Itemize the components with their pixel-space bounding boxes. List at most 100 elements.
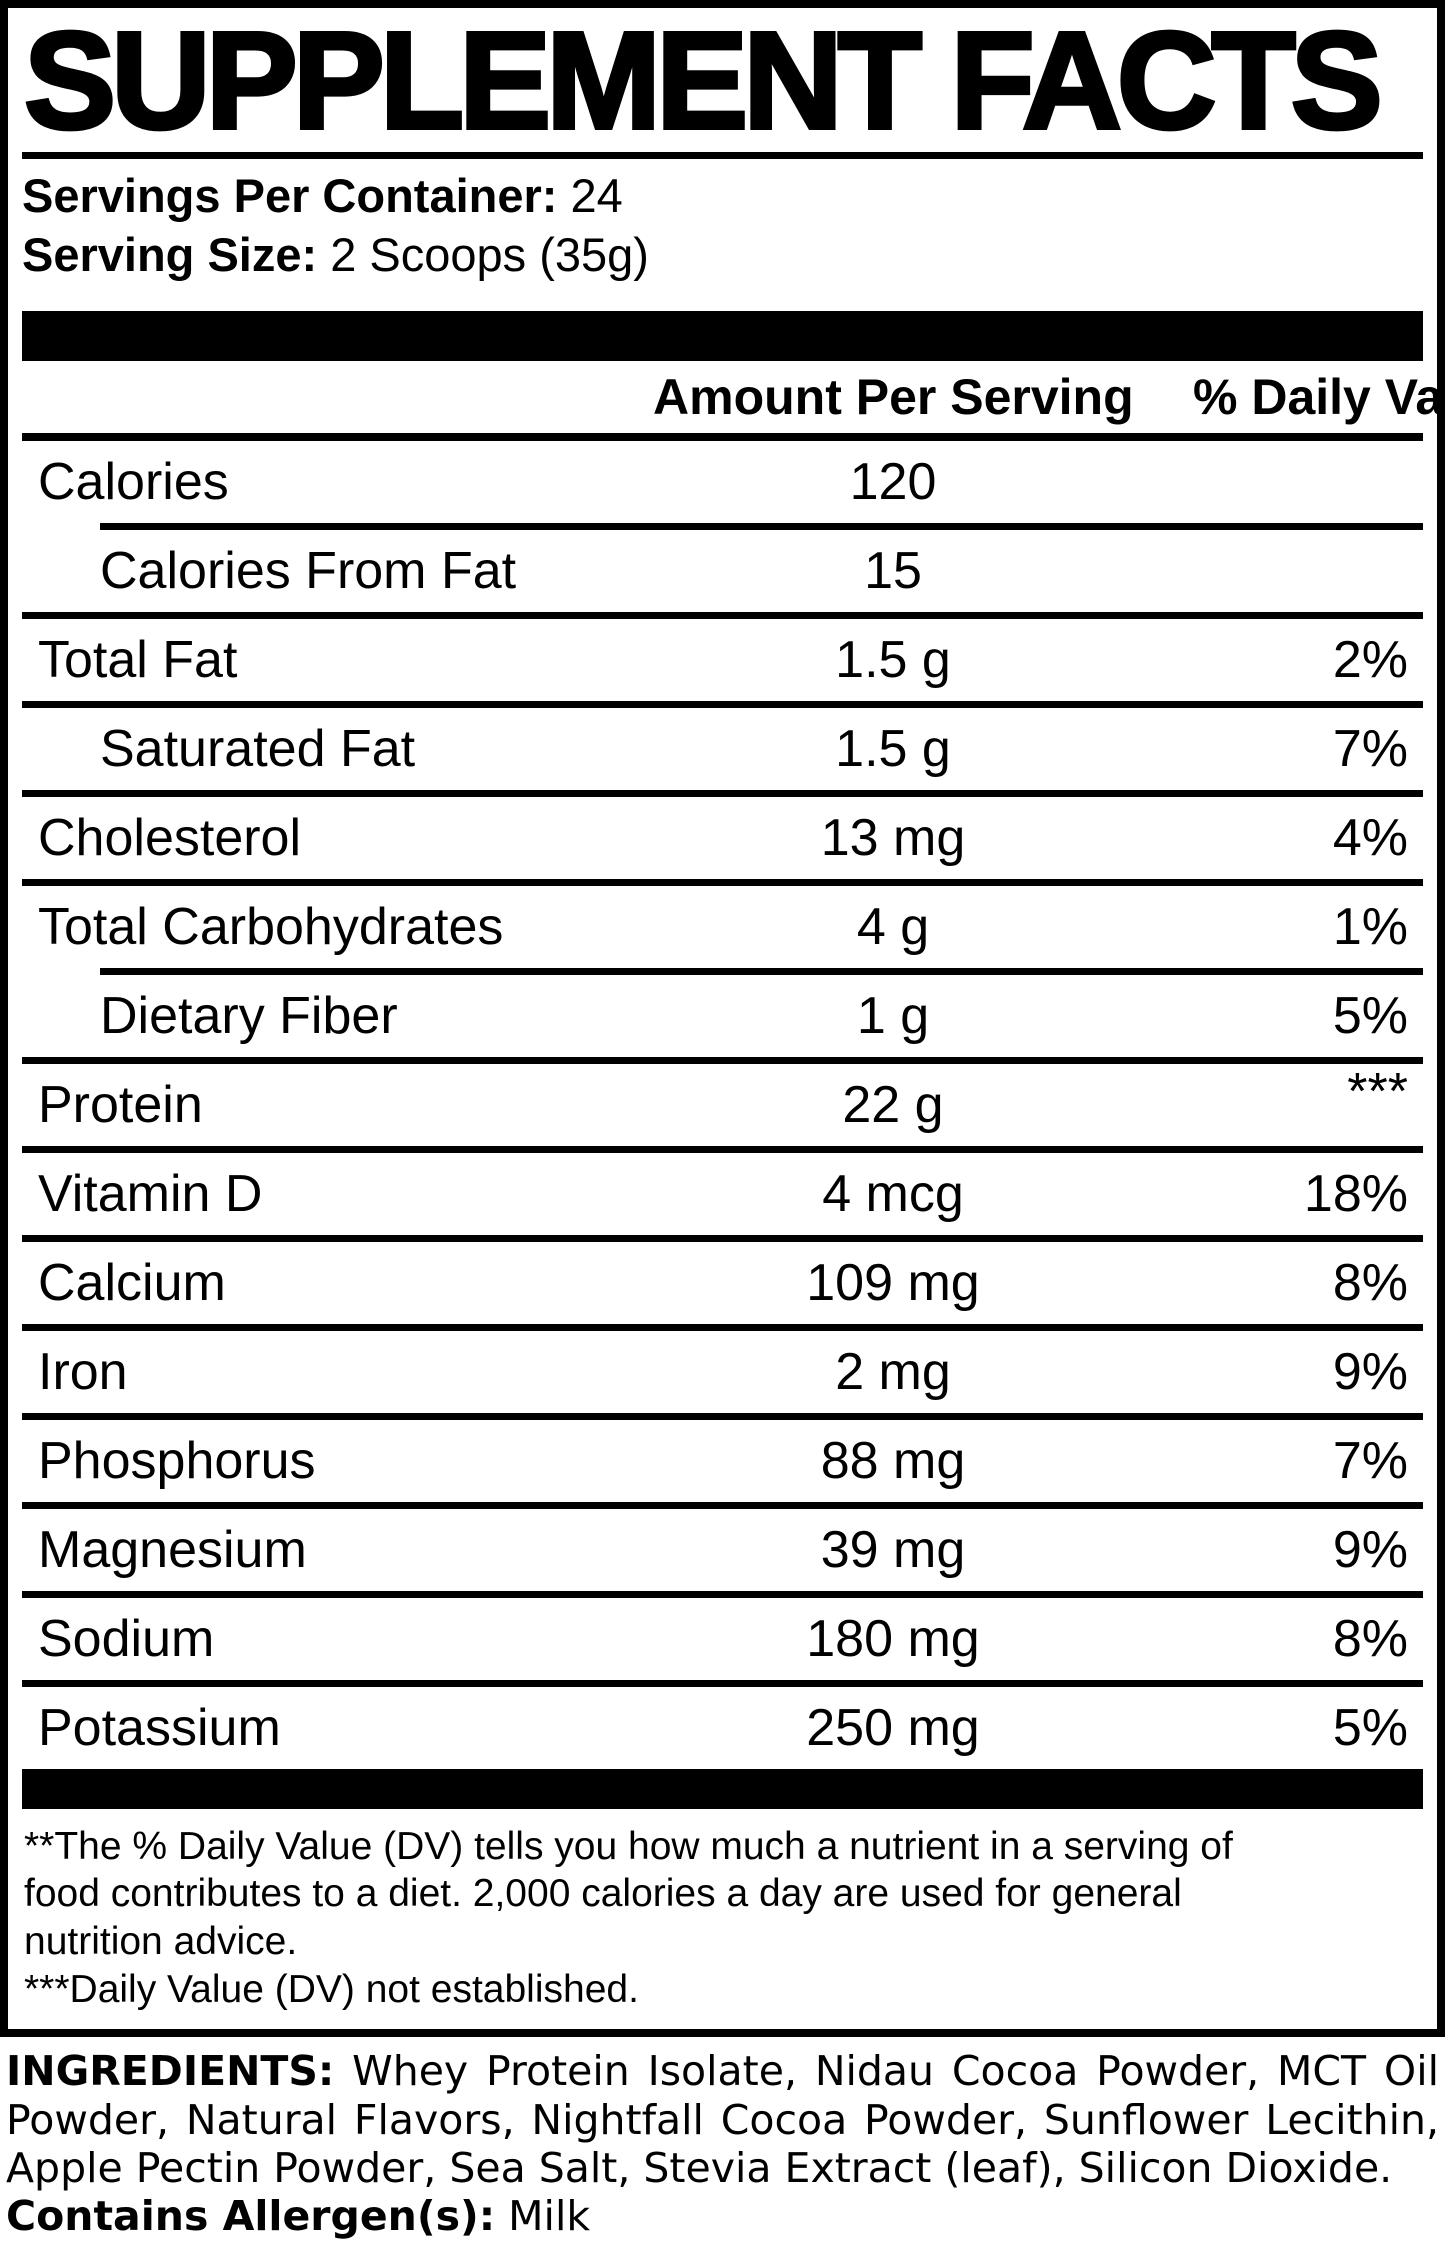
title-rule bbox=[22, 152, 1423, 160]
row-divider bbox=[22, 1056, 1423, 1064]
nutrient-amount: 4 g bbox=[856, 897, 930, 956]
row-divider bbox=[22, 878, 1423, 886]
nutrient-daily-value: 2% bbox=[1332, 630, 1408, 689]
nutrient-daily-value: 7% bbox=[1332, 1431, 1408, 1490]
nutrient-name: Potassium bbox=[38, 1698, 281, 1757]
nutrient-daily-value: 1% bbox=[1332, 897, 1408, 956]
serving-size-value: 2 Scoops (35g) bbox=[330, 228, 649, 282]
ingredients-label: INGREDIENTS: bbox=[6, 2047, 335, 2096]
nutrient-row: Phosphorus 88 mg 7% bbox=[22, 1420, 1423, 1502]
nutrient-amount: 2 mg bbox=[835, 1342, 951, 1401]
footnote-line: **The % Daily Value (DV) tells you how m… bbox=[24, 1824, 1233, 1868]
row-divider bbox=[22, 1590, 1423, 1598]
nutrient-table: Calories 120 Calories From Fat 15 Total … bbox=[22, 441, 1423, 1769]
nutrient-daily-value: 18% bbox=[1303, 1164, 1408, 1223]
nutrient-daily-value: 9% bbox=[1332, 1342, 1408, 1401]
column-headers: Amount Per Serving % Daily Value** bbox=[22, 361, 1445, 433]
nutrient-row: Vitamin D 4 mcg 18% bbox=[22, 1153, 1423, 1235]
nutrient-daily-value: 7% bbox=[1332, 719, 1408, 778]
ingredients-line: INGREDIENTS: Whey Protein Isolate, Nidau… bbox=[6, 2047, 1439, 2095]
nutrient-amount: 250 mg bbox=[806, 1698, 980, 1757]
nutrient-amount: 4 mcg bbox=[822, 1164, 964, 1223]
panel-title: SUPPLEMENT FACTS bbox=[22, 4, 1385, 158]
nutrient-name: Sodium bbox=[38, 1609, 215, 1668]
nutrient-name: Vitamin D bbox=[38, 1164, 263, 1223]
nutrient-daily-value: 5% bbox=[1332, 986, 1408, 1045]
servings-per-container: Servings Per Container: 24 bbox=[22, 167, 1423, 226]
footnote-line: nutrition advice. bbox=[24, 1920, 298, 1964]
nutrient-name: Total Carbohydrates bbox=[38, 897, 504, 956]
nutrient-row: Cholesterol 13 mg 4% bbox=[22, 797, 1423, 879]
ingredients-line: Apple Pectin Powder, Sea Salt, Stevia Ex… bbox=[6, 2143, 1393, 2192]
allergen-label: Contains Allergen(s): bbox=[6, 2192, 496, 2241]
nutrient-daily-value: 5% bbox=[1332, 1698, 1408, 1757]
nutrient-name: Calories bbox=[38, 452, 229, 511]
allergen-line: Contains Allergen(s): Milk bbox=[6, 2192, 1439, 2240]
nutrient-name: Dietary Fiber bbox=[100, 986, 398, 1045]
nutrient-amount: 15 bbox=[864, 541, 922, 600]
nutrient-name: Calcium bbox=[38, 1253, 226, 1312]
nutrient-row: Calories 120 bbox=[22, 441, 1423, 523]
nutrient-daily-value: 9% bbox=[1332, 1520, 1408, 1579]
serving-size: Serving Size: 2 Scoops (35g) bbox=[22, 226, 1423, 285]
row-divider bbox=[22, 611, 1423, 619]
nutrient-name: Protein bbox=[38, 1075, 203, 1134]
daily-value-header: % Daily Value** bbox=[1193, 368, 1445, 425]
footnote-line: food contributes to a diet. 2,000 calori… bbox=[24, 1872, 1182, 1916]
nutrient-row: Iron 2 mg 9% bbox=[22, 1331, 1423, 1413]
row-divider bbox=[22, 1145, 1423, 1153]
header-divider bbox=[22, 432, 1423, 441]
ingredients-line: Powder, Natural Flavors, Nightfall Cocoa… bbox=[6, 2095, 1439, 2144]
servings-per-container-label: Servings Per Container: bbox=[22, 169, 558, 223]
nutrient-row: Saturated Fat 1.5 g 7% bbox=[22, 708, 1423, 790]
separator-bar-bottom bbox=[22, 1768, 1423, 1809]
row-divider bbox=[22, 1679, 1423, 1687]
row-divider bbox=[22, 1412, 1423, 1420]
nutrient-amount: 120 bbox=[849, 452, 937, 511]
nutrient-row: Total Fat 1.5 g 2% bbox=[22, 619, 1423, 701]
row-divider bbox=[100, 967, 1423, 975]
nutrient-daily-value: 4% bbox=[1332, 808, 1408, 867]
row-divider bbox=[22, 1323, 1423, 1331]
nutrient-name: Total Fat bbox=[38, 630, 238, 689]
nutrient-row: Calcium 109 mg 8% bbox=[22, 1242, 1423, 1324]
nutrient-name: Saturated Fat bbox=[100, 719, 416, 778]
separator-bar-top bbox=[22, 310, 1423, 361]
row-divider bbox=[22, 1501, 1423, 1509]
nutrient-row: Calories From Fat 15 bbox=[22, 530, 1423, 612]
nutrient-name: Phosphorus bbox=[38, 1431, 316, 1490]
row-divider bbox=[22, 789, 1423, 797]
nutrient-row: Dietary Fiber 1 g 5% bbox=[22, 975, 1423, 1057]
ingredients-section: INGREDIENTS: Whey Protein Isolate, Nidau… bbox=[0, 2037, 1445, 2241]
nutrient-amount: 39 mg bbox=[820, 1520, 966, 1579]
nutrient-amount: 109 mg bbox=[806, 1253, 980, 1312]
nutrient-name: Iron bbox=[38, 1342, 128, 1401]
servings-per-container-value: 24 bbox=[570, 169, 623, 223]
ingredients-text: Whey Protein Isolate, Nidau Cocoa Powder… bbox=[352, 2047, 1439, 2096]
nutrient-daily-value: *** bbox=[1347, 1062, 1408, 1121]
nutrient-row: Sodium 180 mg 8% bbox=[22, 1598, 1423, 1680]
nutrient-amount: 180 mg bbox=[806, 1609, 980, 1668]
serving-info: Servings Per Container: 24 Serving Size:… bbox=[22, 159, 1423, 285]
nutrient-name: Cholesterol bbox=[38, 808, 302, 867]
footnote: **The % Daily Value (DV) tells you how m… bbox=[22, 1809, 1423, 2029]
nutrient-daily-value: 8% bbox=[1332, 1609, 1408, 1668]
serving-size-label: Serving Size: bbox=[22, 228, 318, 282]
footnote-line: ***Daily Value (DV) not established. bbox=[24, 1967, 639, 2011]
nutrient-daily-value: 8% bbox=[1332, 1253, 1408, 1312]
nutrient-row: Magnesium 39 mg 9% bbox=[22, 1509, 1423, 1591]
nutrient-amount: 88 mg bbox=[820, 1431, 966, 1490]
nutrient-row: Protein 22 g *** bbox=[22, 1064, 1423, 1146]
row-divider bbox=[100, 522, 1423, 530]
row-divider bbox=[22, 700, 1423, 708]
nutrient-amount: 13 mg bbox=[820, 808, 966, 867]
nutrient-amount: 1.5 g bbox=[835, 630, 951, 689]
nutrient-row: Potassium 250 mg 5% bbox=[22, 1687, 1423, 1769]
nutrient-amount: 1.5 g bbox=[835, 719, 951, 778]
amount-per-serving-header: Amount Per Serving bbox=[653, 368, 1134, 425]
nutrient-row: Total Carbohydrates 4 g 1% bbox=[22, 886, 1423, 968]
allergen-value: Milk bbox=[508, 2192, 591, 2241]
nutrient-name: Magnesium bbox=[38, 1520, 307, 1579]
row-divider bbox=[22, 1234, 1423, 1242]
nutrient-amount: 22 g bbox=[842, 1075, 944, 1134]
